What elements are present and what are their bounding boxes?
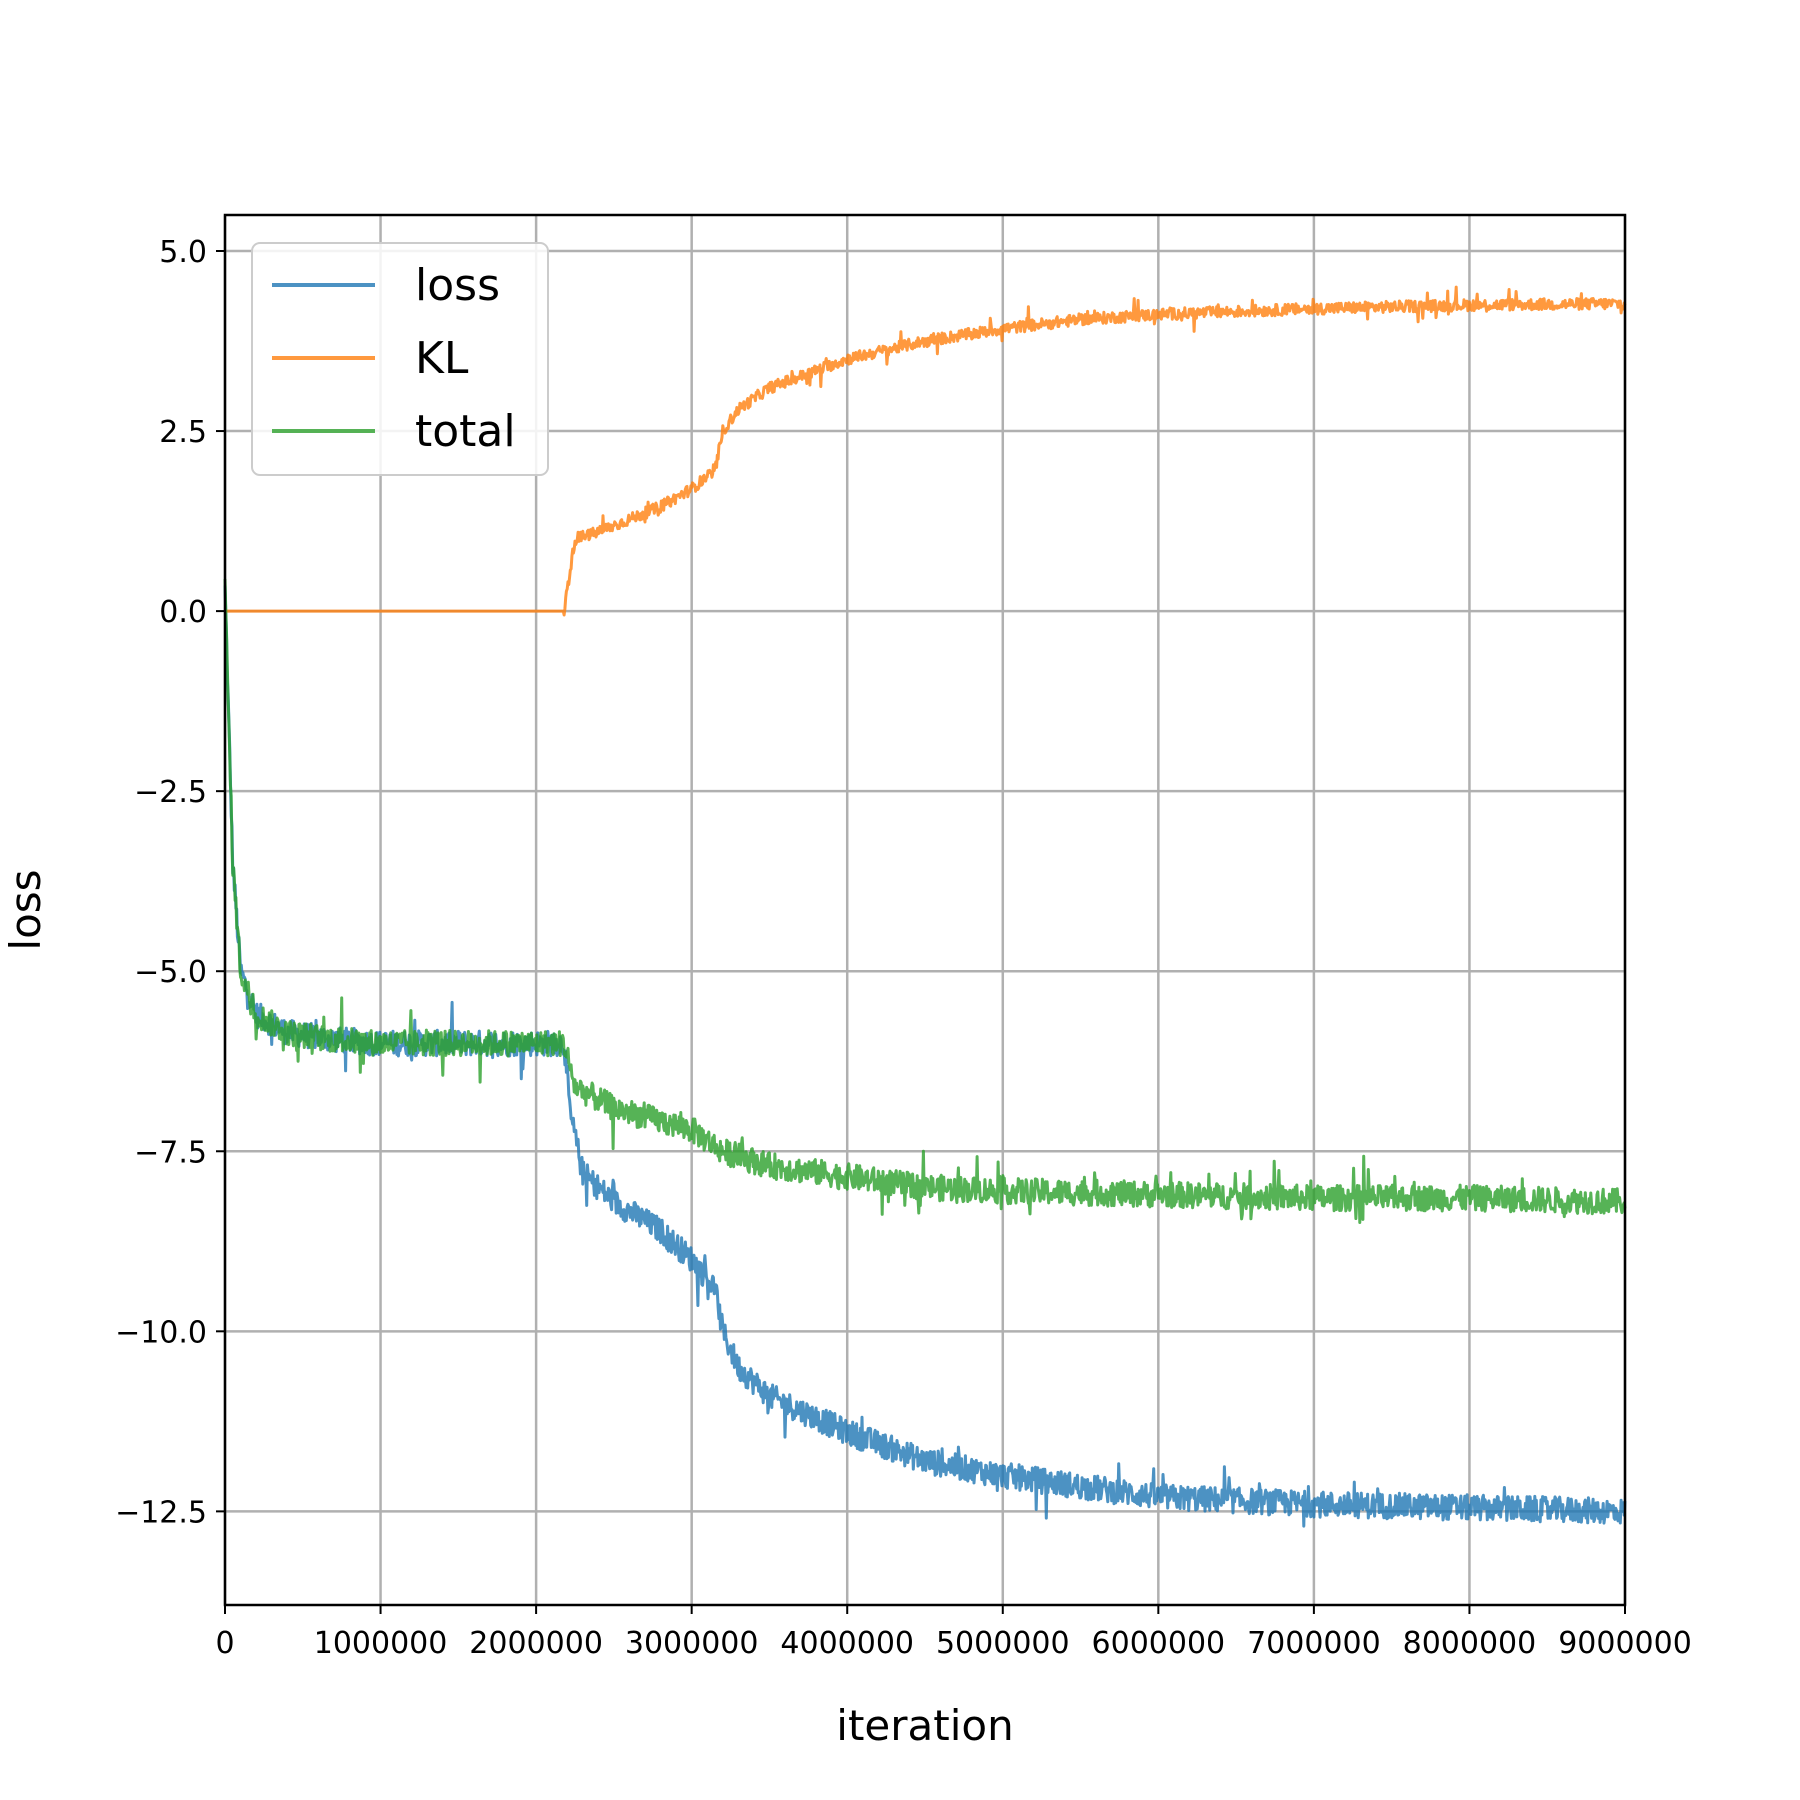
y-tick-label: 2.5 — [159, 415, 207, 450]
series-line-total — [223, 578, 1627, 1224]
x-tick-label: 8000000 — [1403, 1626, 1537, 1661]
x-tick-label: 0 — [215, 1626, 234, 1661]
x-tick-label: 4000000 — [780, 1626, 914, 1661]
y-tick-label: −10.0 — [115, 1315, 207, 1350]
plot-series — [223, 285, 1627, 1528]
legend-box — [251, 242, 549, 476]
axis-ticks: 0 1000000 2000000 3000000 4000000 5000000 6000… — [115, 235, 1692, 1661]
legend-label-loss: loss — [415, 260, 500, 311]
series-line-kl — [224, 285, 1627, 617]
y-tick-label: −5.0 — [134, 955, 207, 990]
y-tick-label: 5.0 — [159, 235, 207, 270]
legend-label-total: total — [415, 406, 516, 457]
legend: loss KL total — [251, 242, 549, 476]
x-axis-label: iteration — [836, 1701, 1013, 1750]
legend-label-kl: KL — [415, 333, 469, 384]
series-line-loss — [223, 585, 1627, 1528]
x-tick-label: 6000000 — [1092, 1626, 1226, 1661]
y-tick-label: 0.0 — [159, 595, 207, 630]
plot-frame — [223, 213, 1627, 1607]
y-tick-label: −2.5 — [134, 775, 207, 810]
y-tick-label: −7.5 — [134, 1135, 207, 1170]
y-tick-label: −12.5 — [115, 1495, 207, 1530]
x-tick-label: 1000000 — [314, 1626, 448, 1661]
x-tick-label: 7000000 — [1247, 1626, 1381, 1661]
x-tick-label: 5000000 — [936, 1626, 1070, 1661]
x-tick-label: 9000000 — [1558, 1626, 1692, 1661]
x-tick-label: 2000000 — [469, 1626, 603, 1661]
y-axis-label: loss — [1, 869, 50, 950]
x-tick-label: 3000000 — [625, 1626, 759, 1661]
